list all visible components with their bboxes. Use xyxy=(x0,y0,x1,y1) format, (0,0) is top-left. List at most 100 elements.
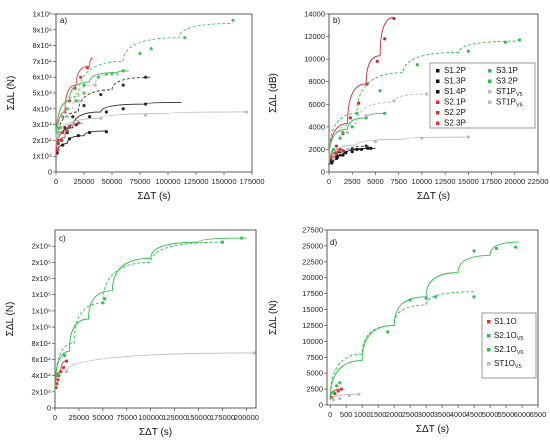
legend-swatch xyxy=(488,90,492,94)
y-tick-label: 7x10⁴ xyxy=(33,57,53,66)
legend-subscript: V6 xyxy=(516,103,523,109)
legend-label: ST1PV6 xyxy=(496,98,523,109)
data-point xyxy=(56,135,60,139)
data-point xyxy=(466,49,470,53)
data-point xyxy=(392,16,396,21)
data-point xyxy=(373,139,378,144)
legend-label: S1.3P xyxy=(444,77,466,86)
x-tick-label: 175000 xyxy=(210,413,235,422)
legend-swatch xyxy=(436,100,440,104)
y-tick-label: 4x10⁴ xyxy=(33,104,53,113)
data-point xyxy=(355,111,359,115)
data-point xyxy=(331,390,335,394)
legend-swatch xyxy=(487,334,491,338)
data-point xyxy=(472,295,476,299)
data-point xyxy=(338,397,342,401)
data-point xyxy=(99,92,103,97)
legend-label: S2.2P xyxy=(444,108,466,117)
data-point xyxy=(183,36,187,40)
y-tick-label: 6x10⁴ xyxy=(32,355,52,364)
legend-label: S2.1OV5 xyxy=(494,331,523,342)
legend-label: S3.2P xyxy=(496,77,518,86)
x-tick-label: 200000 xyxy=(234,413,259,422)
legend-label: S2.1OV6 xyxy=(494,345,523,356)
legend-subscript: V5 xyxy=(515,364,522,370)
legend-label: S1.4P xyxy=(444,87,466,96)
data-point xyxy=(514,245,518,249)
data-point xyxy=(57,132,61,136)
series-line xyxy=(55,102,182,157)
y-tick-label: 0 xyxy=(319,401,323,410)
x-tick-label: 1000 xyxy=(354,410,371,419)
series-line xyxy=(328,112,385,159)
y-tick-label: 8x10⁴ xyxy=(32,339,52,348)
x-tick-label: 20000 xyxy=(504,177,525,186)
y-tick-label: 2x10⁴ xyxy=(33,136,53,145)
data-point xyxy=(56,372,60,376)
data-point xyxy=(55,382,59,386)
legend-subscript: V6 xyxy=(517,350,524,356)
data-point xyxy=(62,365,66,370)
x-tick-label: 25000 xyxy=(68,413,89,422)
data-point xyxy=(345,130,350,135)
legend-swatch xyxy=(436,111,440,115)
data-point xyxy=(434,295,438,299)
legend-swatch xyxy=(487,320,491,324)
data-point xyxy=(79,75,83,79)
data-point xyxy=(338,381,342,385)
data-point xyxy=(103,297,107,301)
y-tick-label: 7500 xyxy=(306,353,323,362)
data-point xyxy=(144,113,148,117)
x-tick-label: 5500 xyxy=(498,410,515,419)
data-point xyxy=(60,138,64,142)
x-tick-label: 15000 xyxy=(458,177,479,186)
data-point xyxy=(383,111,387,115)
x-tick-label: 5000 xyxy=(482,410,499,419)
data-point xyxy=(341,148,345,153)
data-point xyxy=(408,298,412,302)
legend-swatch xyxy=(436,79,440,83)
x-tick-label: 12500 xyxy=(435,177,456,186)
data-point xyxy=(71,123,75,127)
x-tick-label: 75000 xyxy=(116,413,137,422)
x-tick-label: 500 xyxy=(340,410,353,419)
data-point xyxy=(231,18,235,22)
data-point xyxy=(339,387,343,391)
data-point xyxy=(336,389,340,393)
data-point xyxy=(101,301,105,305)
series-line xyxy=(329,291,475,400)
y-tick-label: 10000 xyxy=(304,55,325,64)
x-tick-label: 5000 xyxy=(367,177,384,186)
data-point xyxy=(121,107,125,111)
data-point xyxy=(357,392,361,396)
data-point xyxy=(82,83,86,87)
data-point xyxy=(59,369,63,374)
x-tick-label: 150000 xyxy=(186,413,211,422)
y-tick-label: 8x10⁴ xyxy=(33,41,53,50)
y-tick-label: 9x10⁴ xyxy=(33,25,53,34)
x-axis-label: ΣΔT (s) xyxy=(137,191,170,202)
data-point xyxy=(338,153,342,157)
series-line xyxy=(329,393,359,401)
data-point xyxy=(252,351,256,355)
y-tick-label: 12500 xyxy=(302,321,323,330)
x-tick-label: 175000 xyxy=(239,177,264,186)
data-point xyxy=(332,156,336,161)
data-point xyxy=(364,113,368,118)
x-tick-label: 7500 xyxy=(390,177,407,186)
series-line xyxy=(55,111,247,141)
legend-box xyxy=(429,62,536,129)
y-tick-label: 20000 xyxy=(302,273,323,282)
x-tick-label: 4500 xyxy=(466,410,483,419)
x-tick-label: 2000 xyxy=(386,410,403,419)
y-tick-label: 12000 xyxy=(304,32,325,41)
panel-tag: c) xyxy=(59,234,66,243)
data-point xyxy=(56,378,60,382)
legend-swatch xyxy=(436,90,440,94)
data-point xyxy=(144,75,148,79)
legend-swatch xyxy=(436,69,440,73)
legend-swatch xyxy=(488,79,492,83)
data-point xyxy=(62,353,67,358)
data-point xyxy=(240,236,244,240)
chart-panel-4: 0 500 1000 1500 2000 2500 3000 3500 4000 4500 5000… xyxy=(268,226,546,436)
